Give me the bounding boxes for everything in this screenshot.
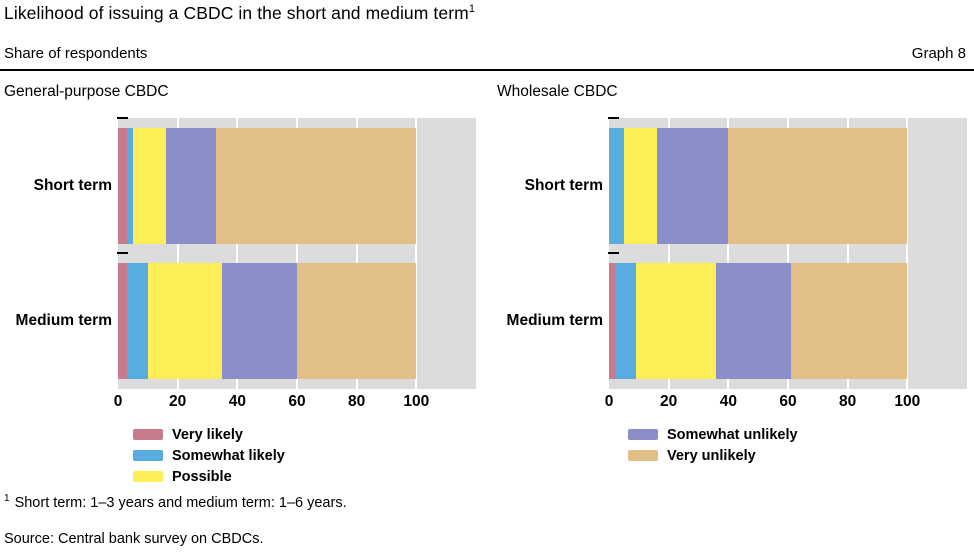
gridline bbox=[727, 118, 730, 389]
x-tick-label: 80 bbox=[348, 393, 366, 410]
footnote: 1 Short term: 1–3 years and medium term: … bbox=[4, 493, 347, 511]
legend-label: Somewhat unlikely bbox=[667, 426, 798, 443]
legend-swatch bbox=[133, 471, 163, 482]
plot-area bbox=[609, 118, 967, 389]
bar-segment bbox=[147, 263, 223, 379]
bar-segment bbox=[126, 128, 133, 244]
gridline bbox=[787, 118, 789, 389]
x-tick-label: 40 bbox=[719, 393, 737, 410]
plot-area bbox=[118, 118, 476, 389]
bar-segment bbox=[716, 263, 791, 379]
panel-general-purpose-cbdc: General-purpose CBDC Very likely Somewhat… bbox=[0, 82, 487, 507]
legend-swatch bbox=[628, 429, 658, 440]
panel-title: Wholesale CBDC bbox=[497, 83, 618, 100]
legend-item: Very likely bbox=[133, 424, 285, 445]
bar-segment bbox=[118, 128, 127, 244]
bar-segment bbox=[790, 263, 908, 379]
stacked-bar bbox=[609, 263, 908, 379]
subtitle-row: Share of respondents Graph 8 bbox=[4, 45, 966, 62]
footnote-marker: 1 bbox=[4, 493, 10, 504]
graph-number-label: Graph 8 bbox=[911, 45, 966, 62]
y-axis-tick bbox=[117, 117, 128, 119]
category-label: Short term bbox=[33, 177, 112, 194]
bar-segment bbox=[609, 263, 615, 379]
bar-segment bbox=[635, 263, 717, 379]
bar-segment bbox=[126, 263, 148, 379]
bar-segment bbox=[609, 128, 624, 244]
gridline bbox=[296, 118, 298, 389]
x-tick-label: 20 bbox=[169, 393, 187, 410]
stacked-bar bbox=[118, 128, 417, 244]
legend-item: Possible bbox=[133, 466, 285, 487]
title-footnote-marker: 1 bbox=[468, 3, 476, 16]
x-tick-label: 20 bbox=[660, 393, 678, 410]
legend-label: Very likely bbox=[172, 426, 243, 443]
legend-label: Very unlikely bbox=[667, 447, 756, 464]
gridline bbox=[846, 118, 849, 389]
bar-segment bbox=[656, 128, 729, 244]
category-label: Medium term bbox=[15, 312, 112, 329]
legend-swatch bbox=[133, 450, 163, 461]
gridline bbox=[667, 118, 670, 389]
gridline bbox=[355, 118, 358, 389]
stacked-bar bbox=[118, 263, 417, 379]
legend-swatch bbox=[628, 450, 658, 461]
bar-segment bbox=[296, 263, 417, 379]
bar-segment bbox=[165, 128, 217, 244]
bar-segment bbox=[614, 263, 636, 379]
gridline bbox=[415, 118, 418, 389]
category-label: Medium term bbox=[506, 312, 603, 329]
legend-label: Possible bbox=[172, 468, 232, 485]
source-line: Source: Central bank survey on CBDCs. bbox=[4, 531, 264, 547]
category-label: Short term bbox=[524, 177, 603, 194]
panel-wholesale-cbdc: Wholesale CBDC Somewhat unlikely Very unl… bbox=[487, 82, 974, 507]
bar-segment bbox=[216, 128, 417, 244]
y-axis-tick bbox=[608, 117, 619, 119]
gridline bbox=[236, 118, 239, 389]
bar-segment bbox=[222, 263, 297, 379]
x-tick-label: 40 bbox=[228, 393, 246, 410]
gridline bbox=[906, 118, 909, 389]
y-axis-tick bbox=[117, 252, 128, 254]
legend-item: Somewhat likely bbox=[133, 445, 285, 466]
stacked-bar bbox=[609, 128, 908, 244]
bar-segment bbox=[118, 263, 127, 379]
header-divider bbox=[0, 69, 974, 71]
x-tick-label: 0 bbox=[604, 393, 614, 410]
legend-item: Somewhat unlikely bbox=[628, 424, 798, 445]
y-axis-tick bbox=[608, 252, 619, 254]
gridline bbox=[176, 118, 179, 389]
page-title: Likelihood of issuing a CBDC in the shor… bbox=[4, 3, 475, 24]
bar-segment bbox=[728, 128, 908, 244]
legend: Somewhat unlikely Very unlikely bbox=[628, 424, 798, 466]
page-title-text: Likelihood of issuing a CBDC in the shor… bbox=[4, 3, 469, 23]
axis-unit-label: Share of respondents bbox=[4, 45, 148, 62]
legend-swatch bbox=[133, 429, 163, 440]
x-tick-label: 100 bbox=[894, 393, 921, 410]
chart-panels: General-purpose CBDC Very likely Somewhat… bbox=[0, 82, 974, 507]
legend-label: Somewhat likely bbox=[172, 447, 285, 464]
x-tick-label: 60 bbox=[779, 393, 797, 410]
x-tick-label: 100 bbox=[403, 393, 430, 410]
x-tick-label: 80 bbox=[839, 393, 857, 410]
bar-segment bbox=[132, 128, 166, 244]
footnote-text: Short term: 1–3 years and medium term: 1… bbox=[14, 494, 347, 511]
legend-item: Very unlikely bbox=[628, 445, 798, 466]
legend: Very likely Somewhat likely Possible bbox=[133, 424, 285, 487]
bar-segment bbox=[623, 128, 657, 244]
panel-title: General-purpose CBDC bbox=[4, 83, 169, 100]
x-tick-label: 0 bbox=[113, 393, 123, 410]
x-tick-label: 60 bbox=[288, 393, 306, 410]
